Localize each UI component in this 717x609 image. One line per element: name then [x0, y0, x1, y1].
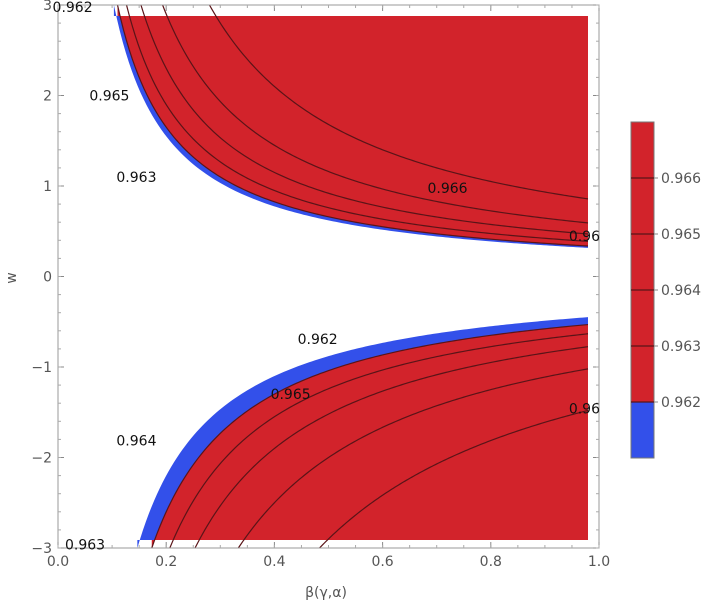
contour-line-lower-0.962 [151, 323, 589, 549]
x-tick-label: 1.0 [588, 554, 610, 570]
contour-label: 0.96 [569, 229, 600, 245]
contour-label: 0.962 [298, 332, 338, 348]
contour-line-upper-0.962 [116, 4, 589, 247]
x-axis-label: β(γ,α) [305, 585, 347, 601]
y-tick-label: 1 [43, 179, 52, 195]
y-tick-label: −3 [31, 541, 52, 557]
colorbar-tick-label: 0.964 [661, 283, 701, 299]
colorbar-low-band [631, 402, 654, 458]
colorbar-tick-label: 0.963 [661, 339, 701, 355]
contour-line-lower-0.966 [319, 409, 589, 549]
contour-label: 0.962 [53, 0, 93, 16]
y-tick-label: 3 [43, 0, 52, 14]
region-upper-high [117, 5, 588, 247]
colorbar-tick-label: 0.962 [661, 395, 701, 411]
y-tick-label: −1 [31, 360, 52, 376]
colorbar-tick-label: 0.965 [661, 227, 701, 243]
contour-label: 0.965 [271, 387, 311, 403]
contour-line-lower-0.965 [237, 368, 589, 549]
contour-line-upper-0.966 [208, 4, 589, 200]
axis-ticks: 0.0 0.2 0.4 0.6 0.8 1.0 −3 −2 −1 0 1 2 3 [31, 0, 610, 570]
plot-fill-layer [113, 5, 589, 548]
contour-label: 0.963 [116, 170, 156, 186]
contour-label: 0.964 [116, 433, 156, 449]
x-tick-label: 0.0 [47, 554, 69, 570]
x-tick-label: 0.6 [371, 554, 393, 570]
colorbar-high-band [631, 122, 654, 402]
y-axis-label: w [4, 272, 20, 283]
y-tick-label: −2 [31, 451, 52, 467]
contour-label: 0.966 [427, 181, 467, 197]
y-tick-label: 2 [43, 89, 52, 105]
colorbar-tick-label: 0.966 [661, 171, 701, 187]
x-tick-label: 0.4 [263, 554, 285, 570]
contour-line-lower-0.964 [194, 346, 589, 549]
contour-label: 0.965 [89, 89, 129, 105]
contour-line-lower-0.963 [169, 333, 589, 549]
colorbar-legend: 0.962 0.963 0.964 0.965 0.966 [630, 121, 701, 459]
contour-line-upper-0.963 [125, 4, 589, 242]
y-tick-label: 0 [43, 270, 52, 286]
x-tick-label: 0.8 [480, 554, 502, 570]
contour-line-upper-0.964 [140, 4, 589, 235]
contour-line-upper-0.965 [162, 4, 589, 224]
x-tick-label: 0.2 [155, 554, 177, 570]
contour-label: 0.963 [65, 537, 105, 553]
contour-label: 0.96 [569, 402, 600, 418]
contour-labels-layer: 0.962 0.965 0.963 0.966 0.96 0.962 0.965 0.96 0.… [53, 0, 601, 553]
region-lower-high [151, 324, 588, 548]
contour-lines-layer [116, 4, 589, 549]
